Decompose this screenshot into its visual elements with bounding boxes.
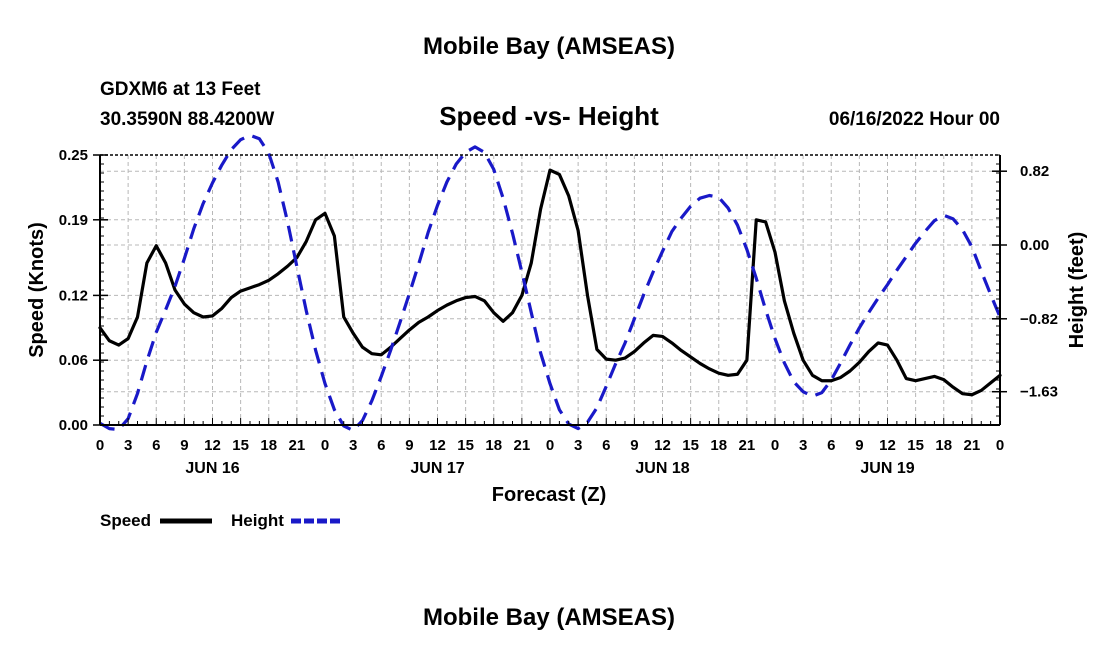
y2-tick-label: −0.82 — [1020, 311, 1058, 328]
x-tick-label: 15 — [907, 437, 924, 454]
x-tick-label: 3 — [349, 437, 357, 454]
x-tick-label: 0 — [96, 437, 104, 454]
x-tick-label: 9 — [180, 437, 188, 454]
x-date-label: JUN 19 — [860, 460, 914, 477]
axes-layer: 0 3 6 9 12 15 18 21 0 3 6 9 12 15 18 21 0 3 6 9 12 15 18 21 0 3 6 9… — [59, 147, 1058, 477]
x-tick-label: 6 — [602, 437, 610, 454]
x-tick-label: 12 — [204, 437, 221, 454]
y2-tick-label: 0.82 — [1020, 163, 1049, 180]
x-date-label: JUN 17 — [410, 460, 464, 477]
y-tick-label: 0.19 — [59, 212, 88, 229]
x-tick-label: 15 — [682, 437, 699, 454]
x-tick-label: 0 — [771, 437, 779, 454]
x-tick-label: 12 — [429, 437, 446, 454]
x-tick-label: 0 — [996, 437, 1004, 454]
x-tick-label: 15 — [232, 437, 249, 454]
forecast-timestamp: 06/16/2022 Hour 00 — [829, 109, 1000, 130]
station-coordinates: 30.3590N 88.4200W — [100, 109, 274, 130]
y-tick-label: 0.00 — [59, 417, 88, 434]
y2-tick-label: 0.00 — [1020, 237, 1049, 254]
y2-tick-label: −1.63 — [1020, 384, 1058, 401]
x-tick-label: 9 — [855, 437, 863, 454]
x-tick-label: 15 — [457, 437, 474, 454]
chart-legend: Speed Height — [100, 511, 342, 530]
x-tick-label: 6 — [827, 437, 835, 454]
station-label: GDXM6 at 13 Feet — [100, 79, 261, 100]
x-tick-label: 0 — [546, 437, 554, 454]
x-tick-label: 21 — [514, 437, 531, 454]
page-title: Mobile Bay (AMSEAS) — [423, 33, 675, 60]
y-tick-label: 0.06 — [59, 352, 88, 369]
x-tick-label: 9 — [630, 437, 638, 454]
x-date-label: JUN 18 — [635, 460, 689, 477]
y2-axis-title: Height (feet) — [1066, 232, 1088, 349]
y-tick-label: 0.12 — [59, 287, 88, 304]
x-axis-title: Forecast (Z) — [492, 484, 606, 506]
x-tick-label: 21 — [289, 437, 306, 454]
x-tick-label: 12 — [879, 437, 896, 454]
footer-title: Mobile Bay (AMSEAS) — [423, 604, 675, 631]
x-tick-label: 18 — [935, 437, 952, 454]
legend-label-speed: Speed — [100, 511, 151, 530]
x-tick-label: 6 — [152, 437, 160, 454]
x-date-label: JUN 16 — [185, 460, 239, 477]
x-tick-label: 0 — [321, 437, 329, 454]
x-tick-label: 3 — [799, 437, 807, 454]
x-tick-label: 3 — [574, 437, 582, 454]
series-line-speed — [98, 168, 1002, 397]
chart-title: Speed -vs- Height — [439, 101, 659, 131]
x-tick-label: 18 — [260, 437, 277, 454]
x-tick-label: 9 — [405, 437, 413, 454]
x-tick-label: 3 — [124, 437, 132, 454]
x-tick-label: 21 — [964, 437, 981, 454]
series-layer — [98, 133, 1002, 432]
x-tick-label: 18 — [710, 437, 727, 454]
x-tick-label: 18 — [485, 437, 502, 454]
x-tick-label: 6 — [377, 437, 385, 454]
y-tick-label: 0.25 — [59, 147, 88, 164]
legend-label-height: Height — [231, 511, 284, 530]
series-line-height — [99, 133, 1002, 432]
x-tick-label: 21 — [739, 437, 756, 454]
x-tick-label: 12 — [654, 437, 671, 454]
plot-grid — [100, 155, 1000, 425]
y-axis-title: Speed (Knots) — [26, 222, 48, 358]
